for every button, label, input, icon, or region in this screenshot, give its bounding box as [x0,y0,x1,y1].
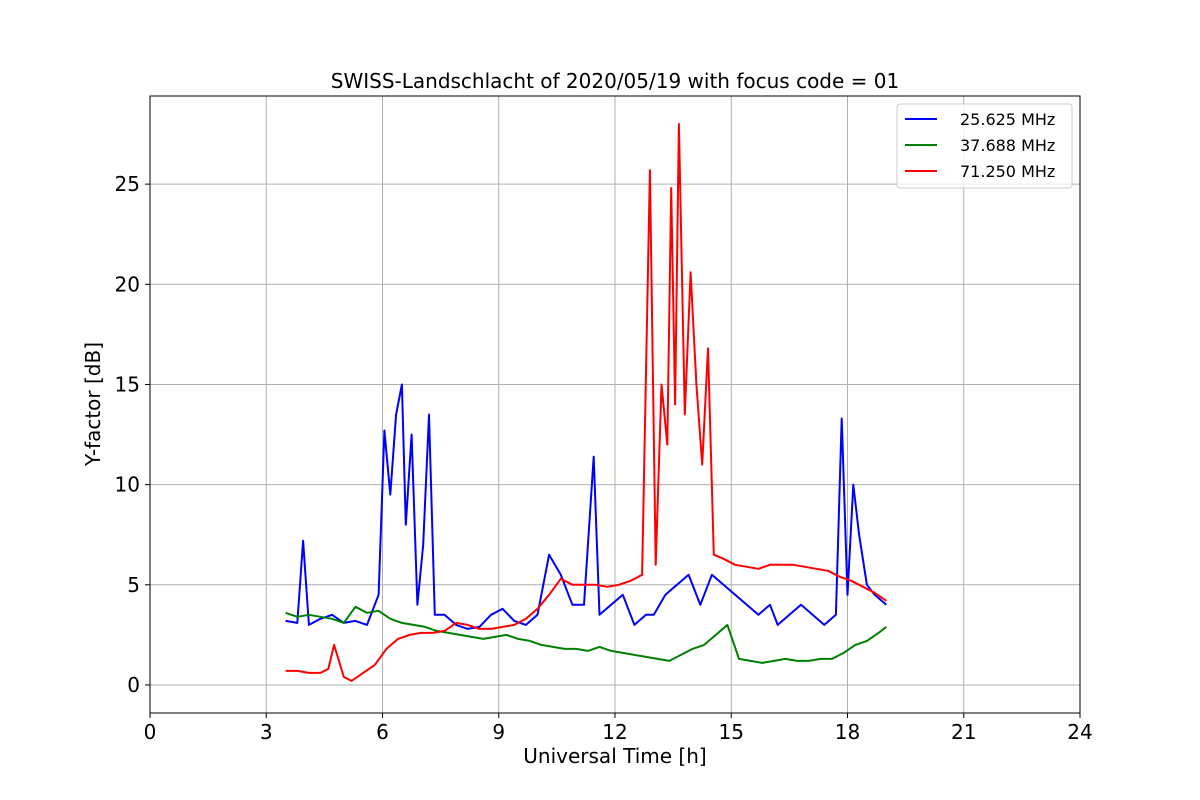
legend-label-25-625-mhz: 25.625 MHz [960,110,1055,129]
x-axis-ticks: 0 3 6 9 12 15 18 21 24 [144,713,1093,744]
y-tick-label: 10 [115,473,140,497]
x-tick-label: 21 [951,720,976,744]
y-tick-label: 0 [127,673,140,697]
y-tick-label: 15 [115,372,140,396]
x-tick-label: 15 [719,720,744,744]
x-tick-label: 9 [492,720,505,744]
y-tick-label: 20 [115,272,140,296]
series-line-71-250-mhz [285,123,887,682]
y-axis-ticks: 0 5 10 15 20 25 [115,172,150,697]
y-tick-label: 5 [127,573,140,597]
legend-label-71-250-mhz: 71.250 MHz [960,162,1055,181]
series-line-25-625-mhz [285,383,887,630]
x-tick-label: 18 [835,720,860,744]
x-tick-label: 3 [260,720,273,744]
x-axis-label: Universal Time [h] [523,744,706,768]
legend-box [896,103,1073,189]
series-line-37-688-mhz [285,605,887,664]
legend-label-37-688-mhz: 37.688 MHz [960,136,1055,155]
series-lines [285,123,887,682]
x-tick-label: 0 [144,720,157,744]
y-tick-label: 25 [115,172,140,196]
y-axis-label: Y-factor [dB] [81,342,105,467]
x-tick-label: 6 [376,720,389,744]
chart-title: SWISS-Landschlacht of 2020/05/19 with fo… [331,69,899,93]
x-tick-label: 24 [1067,720,1092,744]
legend: 25.625 MHz 37.688 MHz 71.250 MHz [896,103,1073,189]
x-tick-label: 12 [602,720,627,744]
